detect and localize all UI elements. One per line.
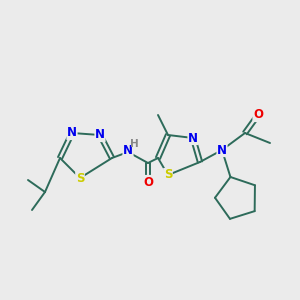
Text: N: N	[95, 128, 105, 142]
Text: N: N	[67, 127, 77, 140]
Text: S: S	[76, 172, 84, 184]
Text: S: S	[164, 169, 172, 182]
Text: N: N	[217, 143, 227, 157]
Text: N: N	[123, 143, 133, 157]
Text: N: N	[188, 131, 198, 145]
Text: O: O	[253, 109, 263, 122]
Text: O: O	[143, 176, 153, 188]
Text: H: H	[130, 139, 138, 149]
